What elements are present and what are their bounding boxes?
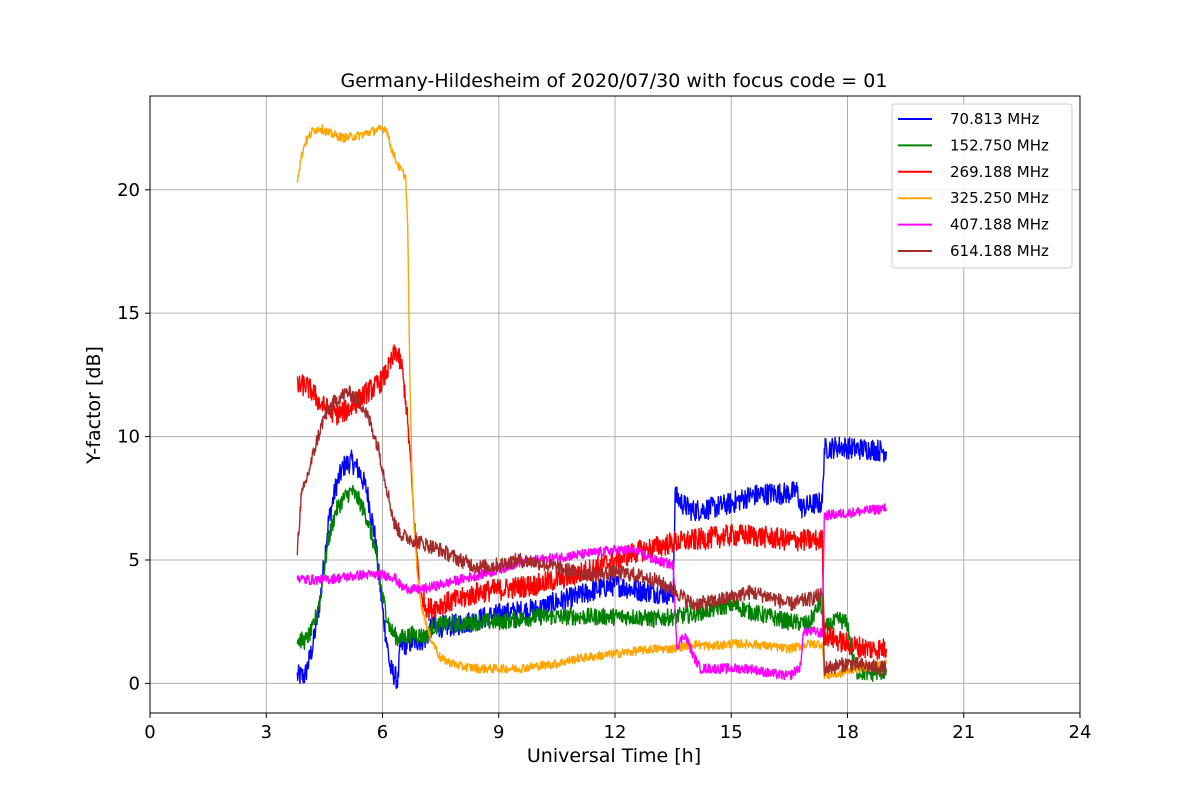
y-tick-label: 20 xyxy=(117,180,140,201)
series-line-1 xyxy=(296,484,887,682)
x-tick-label: 21 xyxy=(952,722,975,743)
x-axis: 0 3 6 9 12 15 18 21 24 xyxy=(144,713,1091,743)
series-layer xyxy=(296,124,887,690)
x-tick-label: 3 xyxy=(261,722,272,743)
y-tick-label: 0 xyxy=(129,673,140,694)
y-tick-label: 10 xyxy=(117,427,140,448)
x-axis-label: Universal Time [h] xyxy=(527,745,701,767)
y-axis: 0 5 10 15 20 xyxy=(117,180,150,694)
series-line-3 xyxy=(296,124,887,680)
y-tick-label: 15 xyxy=(117,303,140,324)
y-tick-label: 5 xyxy=(129,550,140,571)
legend: 70.813 MHz 152.750 MHz 269.188 MHz 325.250 … xyxy=(891,103,1073,269)
series-line-4 xyxy=(296,503,887,681)
x-tick-label: 0 xyxy=(144,722,155,743)
legend-label: 269.188 MHz xyxy=(950,163,1049,181)
legend-box xyxy=(891,103,1073,269)
legend-label: 152.750 MHz xyxy=(950,136,1049,154)
series-line-5 xyxy=(296,385,887,677)
x-tick-label: 9 xyxy=(493,722,504,743)
x-tick-label: 6 xyxy=(377,722,388,743)
x-tick-label: 18 xyxy=(836,722,859,743)
x-tick-label: 12 xyxy=(604,722,627,743)
legend-label: 614.188 MHz xyxy=(950,242,1049,260)
chart-title: Germany-Hildesheim of 2020/07/30 with fo… xyxy=(341,70,888,92)
legend-label: 407.188 MHz xyxy=(950,216,1049,234)
legend-label: 70.813 MHz xyxy=(950,110,1039,128)
series-line-0 xyxy=(296,436,887,690)
legend-label: 325.250 MHz xyxy=(950,189,1049,207)
y-axis-label: Y-factor [dB] xyxy=(83,346,105,465)
x-tick-label: 24 xyxy=(1069,722,1092,743)
x-tick-label: 15 xyxy=(720,722,743,743)
